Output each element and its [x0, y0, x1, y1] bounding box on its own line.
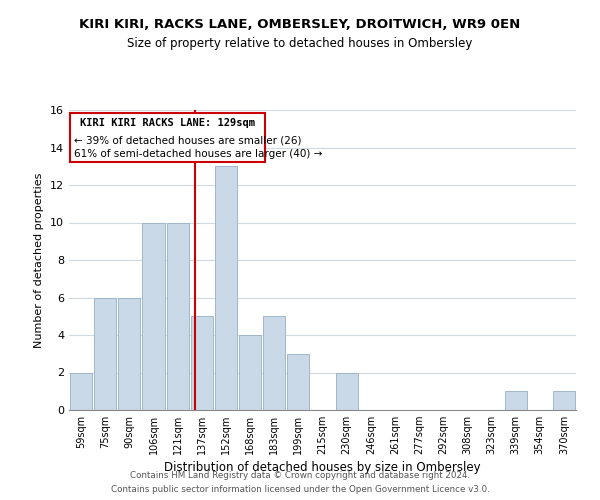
- Text: KIRI KIRI RACKS LANE: 129sqm: KIRI KIRI RACKS LANE: 129sqm: [80, 118, 255, 128]
- Text: Contains HM Land Registry data © Crown copyright and database right 2024.: Contains HM Land Registry data © Crown c…: [130, 472, 470, 480]
- Bar: [335, 372, 358, 410]
- Bar: [167, 222, 189, 410]
- Text: Size of property relative to detached houses in Ombersley: Size of property relative to detached ho…: [127, 38, 473, 51]
- Text: KIRI KIRI, RACKS LANE, OMBERSLEY, DROITWICH, WR9 0EN: KIRI KIRI, RACKS LANE, OMBERSLEY, DROITW…: [79, 18, 521, 30]
- Bar: [239, 335, 261, 410]
- Text: 61% of semi-detached houses are larger (40) →: 61% of semi-detached houses are larger (…: [74, 150, 322, 160]
- Bar: [505, 391, 527, 410]
- Bar: [553, 391, 575, 410]
- Bar: [70, 372, 92, 410]
- FancyBboxPatch shape: [70, 113, 265, 162]
- Bar: [191, 316, 213, 410]
- Text: ← 39% of detached houses are smaller (26): ← 39% of detached houses are smaller (26…: [74, 136, 301, 146]
- Y-axis label: Number of detached properties: Number of detached properties: [34, 172, 44, 348]
- Bar: [287, 354, 310, 410]
- Bar: [142, 222, 164, 410]
- Text: Contains public sector information licensed under the Open Government Licence v3: Contains public sector information licen…: [110, 484, 490, 494]
- X-axis label: Distribution of detached houses by size in Ombersley: Distribution of detached houses by size …: [164, 462, 481, 474]
- Bar: [118, 298, 140, 410]
- Bar: [263, 316, 286, 410]
- Bar: [215, 166, 237, 410]
- Bar: [94, 298, 116, 410]
